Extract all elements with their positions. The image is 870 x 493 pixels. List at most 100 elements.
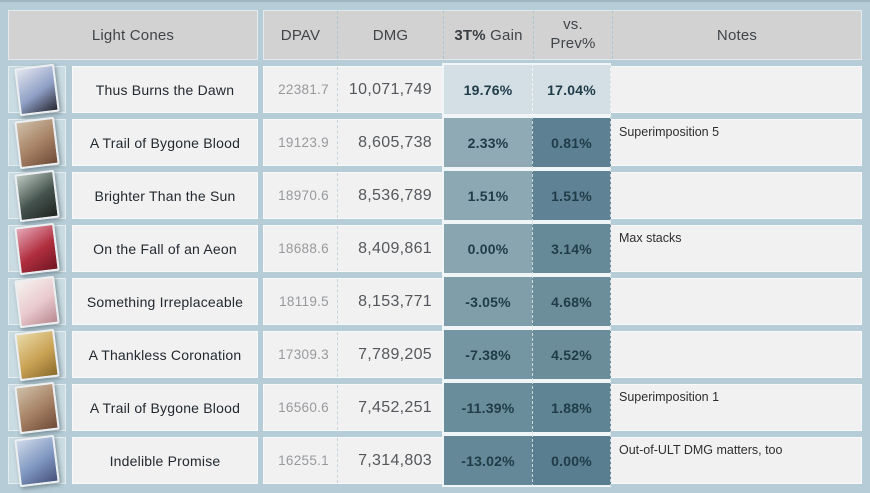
dpav-value: 19123.9: [278, 135, 329, 150]
dmg-cell: 8,605,738: [337, 120, 442, 165]
prev-value: 4.52%: [551, 346, 592, 363]
dmg-value: 8,409,861: [358, 239, 432, 257]
gain-value: 19.76%: [463, 81, 513, 98]
prev-cell: 1.88%: [532, 381, 611, 434]
gain-value: 1.51%: [467, 187, 509, 204]
light-cone-thumbnail: [14, 275, 60, 328]
dmg-cell: 7,314,803: [337, 438, 442, 483]
light-cone-name-cell: Indelible Promise: [72, 437, 258, 484]
notes-cell: Max stacks: [611, 226, 861, 271]
light-cone-row: On the Fall of an Aeon 18688.6 8,409,861…: [8, 222, 862, 275]
dpav-cell: 16255.1: [264, 438, 337, 483]
prev-value: 1.51%: [551, 187, 592, 204]
light-cone-row: Indelible Promise 16255.1 7,314,803 -13.…: [8, 434, 862, 487]
light-cone-icon-cell: [8, 275, 66, 328]
dpav-cell: 18970.6: [264, 173, 337, 218]
dmg-value: 7,314,803: [358, 451, 432, 469]
light-cone-thumbnail: [14, 116, 60, 169]
prev-cell: 1.51%: [532, 169, 611, 222]
light-cone-thumbnail: [14, 169, 60, 222]
prev-value: 0.81%: [551, 134, 592, 151]
light-cone-thumbnail: [14, 381, 60, 434]
gain-value: 2.33%: [467, 134, 509, 151]
column-header-3t-gain: 3T% Gain: [443, 11, 533, 59]
gain-cell: -11.39%: [442, 381, 532, 434]
metrics-block: 16255.1 7,314,803 -13.02% 0.00% Out-of-U…: [263, 434, 862, 487]
light-cone-name-cell: A Thankless Coronation: [72, 331, 258, 378]
gain-cell: 0.00%: [442, 222, 532, 275]
dpav-value: 18970.6: [278, 188, 329, 203]
column-header-notes: Notes: [612, 11, 861, 59]
note-text: Out-of-ULT DMG matters, too: [619, 443, 783, 457]
light-cone-name-cell: Thus Burns the Dawn: [72, 66, 258, 113]
dpav-cell: 18688.6: [264, 226, 337, 271]
gain-value: -13.02%: [461, 452, 515, 469]
prev-cell: 3.14%: [532, 222, 611, 275]
notes-cell: Superimposition 5: [611, 120, 861, 165]
light-cone-name-cell: A Trail of Bygone Blood: [72, 384, 258, 431]
gain-value: -3.05%: [465, 293, 511, 310]
metrics-block: 22381.7 10,071,749 19.76% 17.04%: [263, 63, 862, 116]
note-text: Max stacks: [619, 231, 682, 245]
prev-value: 4.68%: [551, 293, 592, 310]
metrics-block: 19123.9 8,605,738 2.33% 0.81% Superimpos…: [263, 116, 862, 169]
metrics-block: 18119.5 8,153,771 -3.05% 4.68%: [263, 275, 862, 328]
notes-cell: [611, 67, 861, 112]
note-text: Superimposition 5: [619, 125, 720, 139]
light-cone-row: A Thankless Coronation 17309.3 7,789,205…: [8, 328, 862, 381]
dpav-value: 18119.5: [279, 294, 329, 309]
light-cone-icon-cell: [8, 381, 66, 434]
dmg-cell: 7,789,205: [337, 332, 442, 377]
prev-value: 3.14%: [551, 240, 592, 257]
light-cone-icon-cell: [8, 328, 66, 381]
light-cone-row: A Trail of Bygone Blood 16560.6 7,452,25…: [8, 381, 862, 434]
light-cone-row: Something Irreplaceable 18119.5 8,153,77…: [8, 275, 862, 328]
prev-value: 0.00%: [551, 452, 592, 469]
light-cone-row: Thus Burns the Dawn 22381.7 10,071,749 1…: [8, 63, 862, 116]
header-metrics-block: DPAV DMG 3T% Gain vs. Prev% Notes: [263, 10, 862, 60]
table-body: Thus Burns the Dawn 22381.7 10,071,749 1…: [8, 63, 862, 487]
gain-value: -11.39%: [461, 399, 515, 416]
light-cone-row: A Trail of Bygone Blood 19123.9 8,605,73…: [8, 116, 862, 169]
note-text: Superimposition 1: [619, 390, 720, 404]
prev-cell: 0.00%: [532, 434, 611, 487]
notes-cell: Superimposition 1: [611, 385, 861, 430]
gain-cell: -3.05%: [442, 275, 532, 328]
column-header-dpav: DPAV: [280, 26, 321, 44]
light-cone-icon-cell: [8, 169, 66, 222]
light-cone-name: Thus Burns the Dawn: [95, 81, 235, 98]
prev-cell: 17.04%: [532, 63, 611, 116]
light-cone-thumbnail: [14, 328, 60, 381]
gain-cell: 19.76%: [442, 63, 532, 116]
light-cone-icon-cell: [8, 116, 66, 169]
light-cone-name-cell: Something Irreplaceable: [72, 278, 258, 325]
dmg-cell: 7,452,251: [337, 385, 442, 430]
gain-cell: 1.51%: [442, 169, 532, 222]
prev-cell: 0.81%: [532, 116, 611, 169]
dmg-value: 7,789,205: [358, 345, 432, 363]
metrics-block: 16560.6 7,452,251 -11.39% 1.88% Superimp…: [263, 381, 862, 434]
light-cone-name-cell: On the Fall of an Aeon: [72, 225, 258, 272]
table-header-row: Light Cones DPAV DMG 3T% Gain vs. Prev% …: [8, 10, 862, 60]
light-cone-name-cell: Brighter Than the Sun: [72, 172, 258, 219]
prev-cell: 4.52%: [532, 328, 611, 381]
light-cone-name: A Thankless Coronation: [88, 346, 242, 363]
notes-cell: [611, 279, 861, 324]
light-cones-header-label: Light Cones: [91, 26, 175, 44]
dmg-cell: 8,153,771: [337, 279, 442, 324]
metrics-block: 18970.6 8,536,789 1.51% 1.51%: [263, 169, 862, 222]
dpav-value: 18688.6: [278, 241, 329, 256]
light-cone-icon-cell: [8, 63, 66, 116]
dmg-value: 7,452,251: [358, 398, 432, 416]
prev-cell: 4.68%: [532, 275, 611, 328]
dpav-cell: 16560.6: [264, 385, 337, 430]
light-cone-row: Brighter Than the Sun 18970.6 8,536,789 …: [8, 169, 862, 222]
light-cone-icon-cell: [8, 222, 66, 275]
light-cone-name: Something Irreplaceable: [86, 293, 244, 310]
notes-cell: [611, 173, 861, 218]
light-cone-name: Indelible Promise: [109, 452, 221, 469]
column-header-dmg: DMG: [337, 11, 443, 59]
prev-value: 1.88%: [551, 399, 592, 416]
light-cone-name: A Trail of Bygone Blood: [89, 399, 241, 416]
light-cone-name: Brighter Than the Sun: [94, 187, 236, 204]
